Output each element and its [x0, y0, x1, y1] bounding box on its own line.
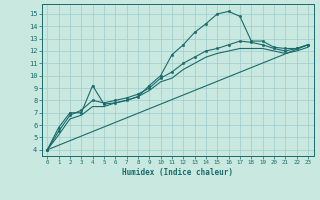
X-axis label: Humidex (Indice chaleur): Humidex (Indice chaleur)	[122, 168, 233, 177]
